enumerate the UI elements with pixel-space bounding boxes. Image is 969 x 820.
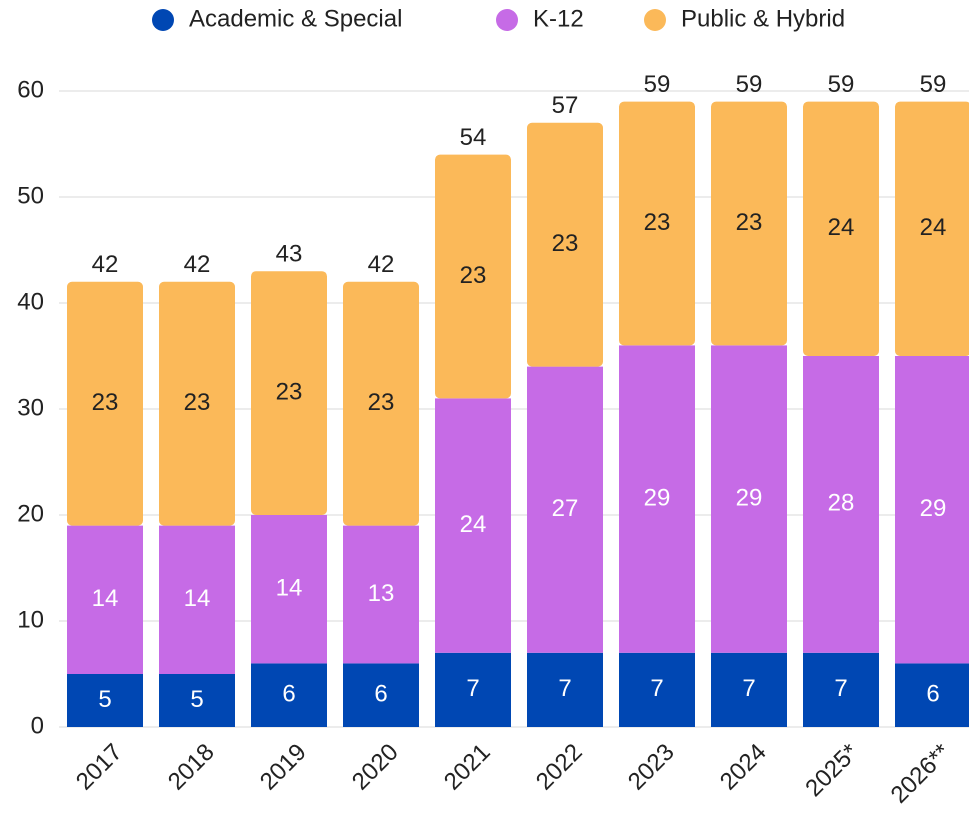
bar-segment [895,356,969,664]
x-tick-label: 2018 [163,739,220,796]
bar-segment [67,674,143,727]
bar-segment [803,356,879,653]
bar-segment [527,366,603,653]
total-label: 42 [184,251,211,278]
x-tick-label: 2025* [800,739,863,802]
total-label: 42 [92,251,119,278]
bar-value-label: 23 [736,209,763,236]
bar-segment [435,398,511,653]
bar-value-label: 23 [368,389,395,416]
bar-segment [343,281,419,526]
bar-value-label: 5 [98,686,111,713]
bar-value-label: 29 [920,495,947,522]
bar-value-label: 14 [276,575,303,602]
bar-value-label: 7 [834,675,847,702]
bar-value-label: 14 [92,585,119,612]
bar-segment [711,101,787,346]
bar-segment [67,281,143,526]
bar-segment [251,515,327,664]
bar-segment [619,345,695,653]
x-tick-label: 2020 [347,739,404,796]
bar-segment [159,281,235,526]
legend-marker [152,9,174,31]
bar-value-label: 6 [926,681,939,708]
bar-value-label: 7 [650,675,663,702]
bar-value-label: 7 [558,675,571,702]
bar-segment [343,525,419,664]
bar-value-label: 24 [828,214,855,241]
total-label: 59 [828,71,855,98]
bar-segment [159,674,235,727]
x-tick-label: 2022 [531,739,588,796]
y-tick-label: 30 [17,394,44,421]
y-tick-label: 40 [17,288,44,315]
x-tick-label: 2021 [439,739,496,796]
legend-label: Public & Hybrid [681,5,845,32]
bar-value-label: 24 [920,214,947,241]
bar-segment [803,652,879,727]
y-tick-label: 10 [17,606,44,633]
bar-value-label: 23 [92,389,119,416]
y-tick-label: 20 [17,500,44,527]
bar-segment [711,345,787,653]
bar-value-label: 7 [466,675,479,702]
bar-segment [619,101,695,346]
total-label: 42 [368,251,395,278]
bar-value-label: 23 [276,378,303,405]
bar-value-label: 6 [282,681,295,708]
bar-value-label: 23 [644,209,671,236]
bar-segment [619,652,695,727]
x-tick-label: 2026** [886,739,956,809]
x-tick-label: 2024 [715,739,772,796]
bar-segment [251,271,327,515]
bar-value-label: 6 [374,681,387,708]
bar-segment [895,663,969,727]
bar-value-label: 28 [828,490,855,517]
bar-segment [527,122,603,367]
total-label: 54 [460,124,487,151]
bar-segment [803,101,879,356]
legend-marker [644,9,666,31]
bar-segment [527,652,603,727]
x-tick-label: 2023 [623,739,680,796]
total-label: 43 [276,241,303,268]
y-tick-label: 60 [17,76,44,103]
bar-value-label: 23 [184,389,211,416]
y-tick-label: 0 [31,712,44,739]
legend-label: Academic & Special [189,5,402,32]
bar-value-label: 5 [190,686,203,713]
bar-value-label: 7 [742,675,755,702]
bar-segment [435,154,511,399]
bar-value-label: 27 [552,495,579,522]
y-tick-label: 50 [17,182,44,209]
bar-segment [67,525,143,674]
total-label: 57 [552,92,579,119]
bar-segment [711,652,787,727]
legend-label: K-12 [533,5,584,32]
total-label: 59 [920,71,947,98]
bar-value-label: 24 [460,511,487,538]
bar-value-label: 23 [460,262,487,289]
bar-segment [159,525,235,674]
bar-segment [343,663,419,727]
bar-value-label: 29 [644,484,671,511]
bar-segment [251,663,327,727]
bar-value-label: 23 [552,230,579,257]
bar-value-label: 14 [184,585,211,612]
bar-segment [895,101,969,356]
bar-value-label: 13 [368,580,395,607]
legend-marker [496,9,518,31]
total-label: 59 [736,71,763,98]
bar-segment [435,652,511,727]
bar-value-label: 29 [736,484,763,511]
x-tick-label: 2017 [71,739,128,796]
x-tick-label: 2019 [255,739,312,796]
total-label: 59 [644,71,671,98]
